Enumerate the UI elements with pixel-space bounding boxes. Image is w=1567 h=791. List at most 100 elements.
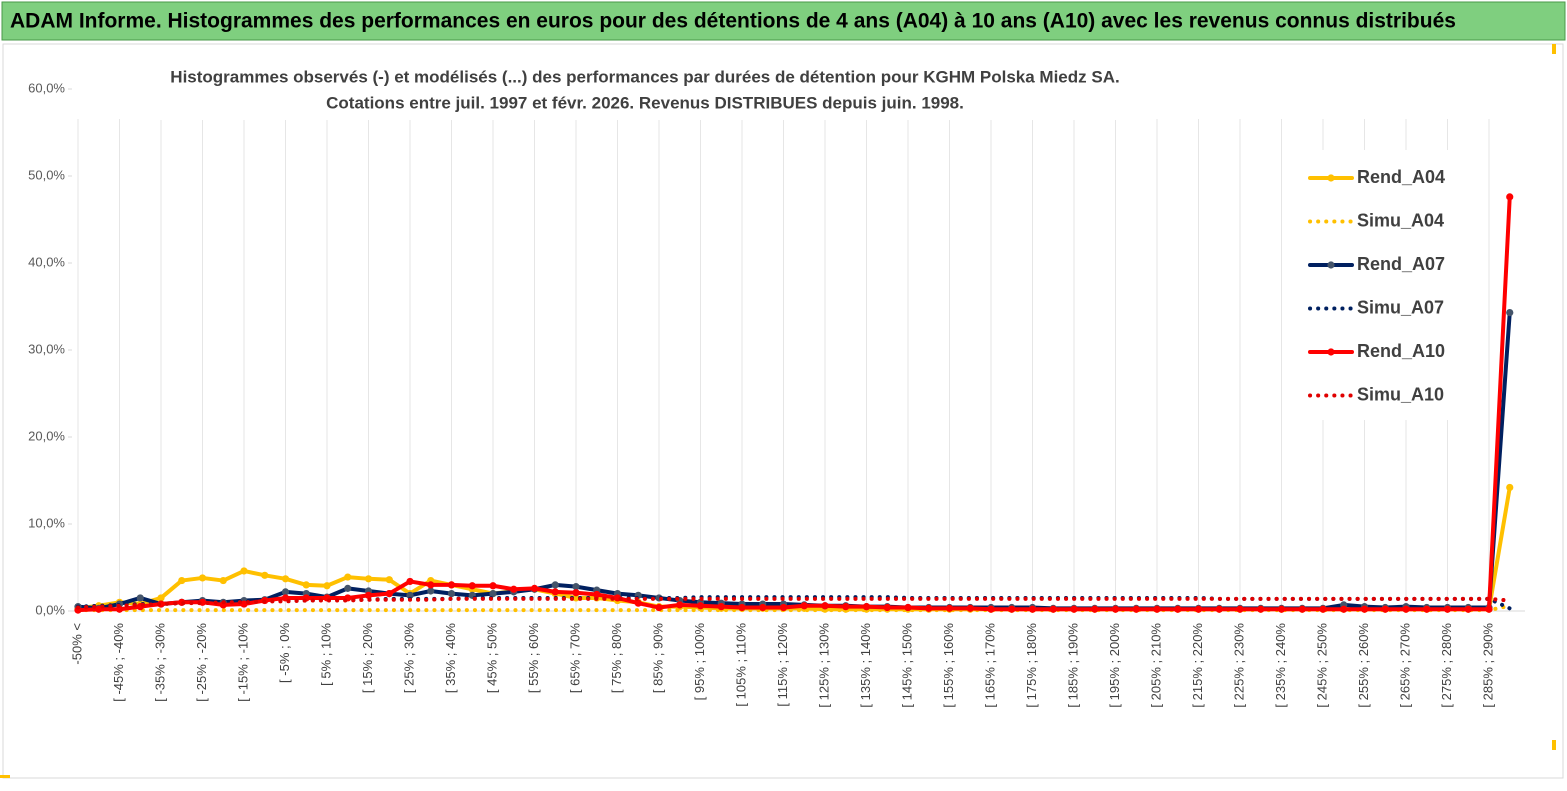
corner [1552, 44, 1556, 54]
point [862, 603, 871, 611]
point [1360, 605, 1369, 613]
point [1257, 605, 1265, 613]
point [240, 600, 248, 608]
point [219, 576, 227, 585]
point [1236, 605, 1244, 613]
point [447, 590, 456, 598]
legend-marker [1327, 174, 1335, 182]
x-tick-label: [ -15% ; -10% [235, 623, 250, 702]
x-tick-label: [ 5% ; 10% [318, 623, 333, 686]
point [842, 603, 850, 611]
point [344, 584, 352, 592]
point [178, 576, 186, 585]
point [738, 603, 746, 612]
x-tick-label: -50% < [69, 623, 84, 665]
point [1091, 605, 1099, 613]
point [1506, 308, 1514, 317]
point [1340, 605, 1348, 613]
point [966, 604, 974, 612]
subtitle: Histogrammes observés (-) et modélisés (… [170, 67, 1119, 86]
point [1319, 605, 1327, 613]
point [323, 582, 331, 590]
y-tick-label: 50,0% [28, 167, 65, 182]
x-tick-label: [ 215% ; 220% [1190, 623, 1205, 708]
point [821, 602, 829, 610]
point [945, 604, 954, 612]
corner [0, 775, 10, 778]
point [696, 602, 705, 610]
point [1506, 193, 1514, 201]
point [1153, 605, 1161, 613]
x-tick-label: [ 85% ; 90% [650, 623, 665, 694]
point [551, 581, 559, 589]
x-tick-label: [ 195% ; 200% [1107, 623, 1122, 708]
series-line [76, 194, 1512, 613]
x-tick-label: [ 75% ; 80% [609, 623, 624, 694]
point [385, 576, 393, 584]
point [157, 594, 165, 602]
point [406, 591, 414, 599]
legend-marker [1327, 348, 1335, 356]
x-tick-label: [ -45% ; -40% [111, 623, 126, 702]
point [1506, 483, 1514, 492]
point [572, 589, 580, 597]
x-tick-label: [ 55% ; 60% [526, 623, 541, 694]
point [759, 603, 767, 612]
x-tick-label: [ 255% ; 260% [1356, 623, 1371, 708]
point [551, 588, 559, 596]
x-tick-label: [ 135% ; 140% [858, 623, 873, 708]
point [427, 587, 435, 595]
y-tick-label: 20,0% [28, 428, 65, 443]
y-tick-label: 0,0% [35, 602, 65, 617]
chart-border [2, 43, 1564, 779]
point [800, 602, 808, 610]
y-tick-label: 40,0% [28, 254, 65, 269]
point [281, 575, 290, 583]
header-band [1, 1, 1566, 41]
point [489, 582, 497, 590]
point [427, 581, 435, 589]
point [1402, 605, 1410, 613]
point [1111, 605, 1120, 613]
point [676, 601, 684, 609]
x-tick-label: [ 155% ; 160% [941, 623, 956, 708]
point [1443, 605, 1452, 613]
point [364, 575, 373, 583]
x-tick-label: [ 125% ; 130% [816, 623, 831, 708]
point [468, 582, 476, 590]
point [1215, 605, 1223, 613]
x-tick-label: [ 95% ; 100% [692, 623, 707, 701]
point [883, 603, 891, 612]
point [1070, 605, 1078, 613]
x-tick-label: [ 45% ; 50% [484, 623, 499, 694]
x-tick-label: [ -5% ; 0% [277, 623, 292, 683]
x-tick-label: [ 185% ; 190% [1065, 623, 1080, 708]
point [1485, 605, 1493, 613]
point [136, 594, 144, 602]
point [510, 585, 518, 593]
legend-label: Rend_A04 [1357, 167, 1445, 187]
x-tick-label: [ 15% ; 20% [360, 623, 375, 694]
point [634, 599, 642, 607]
x-tick-label: [ -25% ; -20% [194, 623, 209, 702]
x-tick-label: [ 205% ; 210% [1148, 623, 1163, 708]
point [530, 584, 539, 592]
point [717, 603, 725, 611]
legend-box [1295, 150, 1465, 420]
point [572, 583, 580, 591]
point [364, 591, 373, 599]
x-tick-label: [ 165% ; 170% [982, 623, 997, 708]
point [925, 604, 933, 612]
point [198, 574, 207, 582]
point [447, 581, 456, 589]
legend-label: Simu_A10 [1357, 384, 1444, 404]
point [655, 603, 663, 612]
point [1008, 605, 1016, 613]
plot: -50% < [ -45% ; -40% [ -35% ; -30% [ -25% ;… [28, 80, 1525, 708]
y-tick-label: 10,0% [28, 515, 65, 530]
point [302, 581, 310, 589]
y-tick-label: 30,0% [28, 341, 65, 356]
x-tick-label: [ 115% ; 120% [775, 623, 790, 707]
point [1049, 605, 1057, 613]
x-tick-label: [ 275% ; 280% [1439, 623, 1454, 708]
